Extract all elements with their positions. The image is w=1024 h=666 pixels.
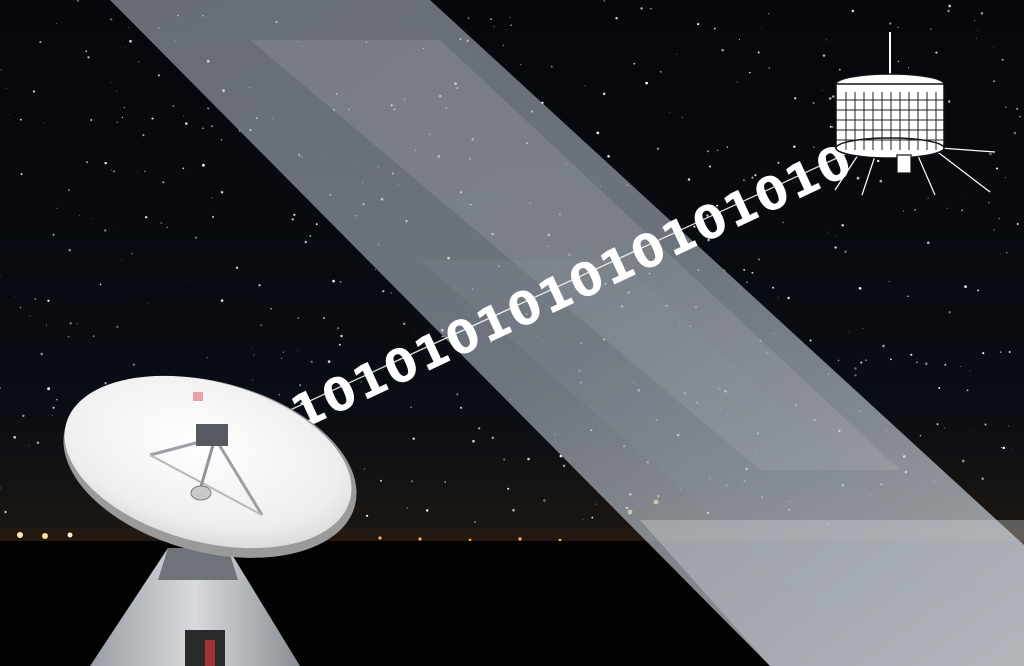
dish-pedestal bbox=[90, 548, 300, 666]
earth-view-beam bbox=[110, 0, 1024, 666]
signal-line bbox=[224, 151, 851, 441]
radio-dish bbox=[63, 375, 357, 558]
satellite-icon bbox=[834, 32, 996, 196]
beacon-light bbox=[193, 392, 203, 401]
